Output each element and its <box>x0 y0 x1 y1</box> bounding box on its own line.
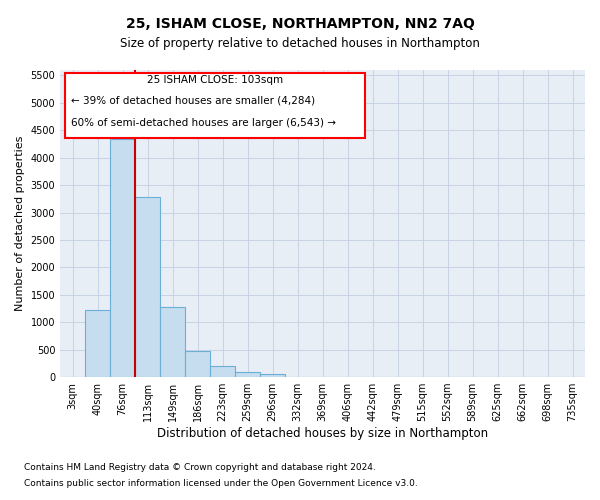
Bar <box>85 310 110 377</box>
X-axis label: Distribution of detached houses by size in Northampton: Distribution of detached houses by size … <box>157 427 488 440</box>
Text: Size of property relative to detached houses in Northampton: Size of property relative to detached ho… <box>120 38 480 51</box>
Bar <box>235 372 260 377</box>
Text: ← 39% of detached houses are smaller (4,284): ← 39% of detached houses are smaller (4,… <box>71 96 315 106</box>
Text: 60% of semi-detached houses are larger (6,543) →: 60% of semi-detached houses are larger (… <box>71 118 335 128</box>
Bar <box>185 351 210 377</box>
Text: Contains HM Land Registry data © Crown copyright and database right 2024.: Contains HM Land Registry data © Crown c… <box>24 464 376 472</box>
Bar <box>135 197 160 377</box>
Bar <box>210 366 235 377</box>
Bar <box>110 138 135 377</box>
Bar <box>260 374 285 377</box>
FancyBboxPatch shape <box>65 73 365 138</box>
Text: Contains public sector information licensed under the Open Government Licence v3: Contains public sector information licen… <box>24 478 418 488</box>
Text: 25 ISHAM CLOSE: 103sqm: 25 ISHAM CLOSE: 103sqm <box>147 74 283 85</box>
Bar <box>160 308 185 377</box>
Y-axis label: Number of detached properties: Number of detached properties <box>15 136 25 311</box>
Text: 25, ISHAM CLOSE, NORTHAMPTON, NN2 7AQ: 25, ISHAM CLOSE, NORTHAMPTON, NN2 7AQ <box>125 18 475 32</box>
